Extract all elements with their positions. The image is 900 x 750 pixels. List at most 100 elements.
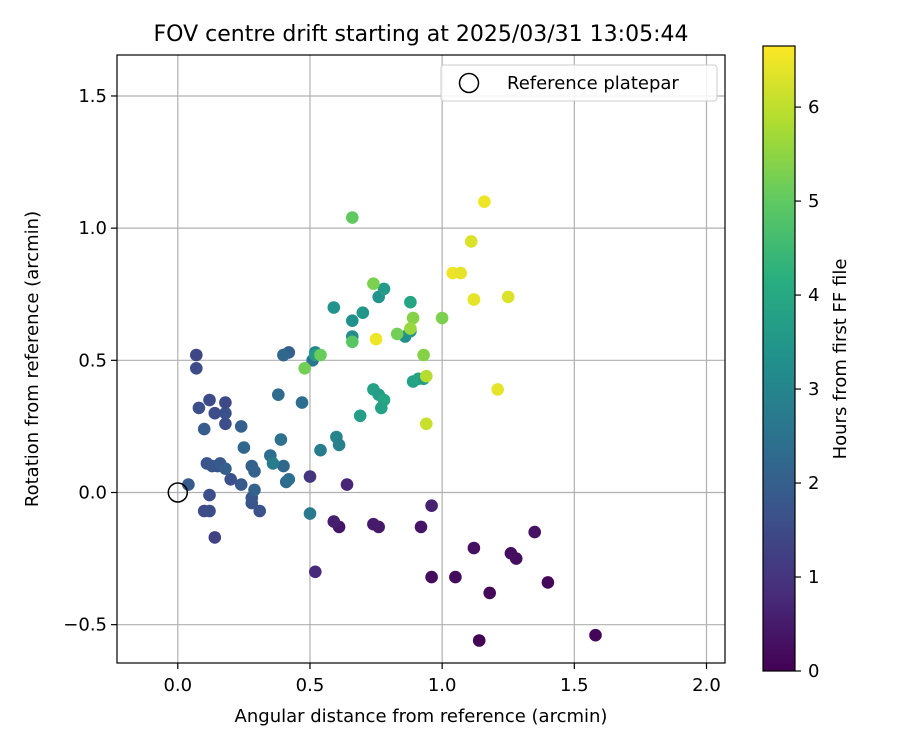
data-point [589, 628, 602, 642]
data-point [203, 488, 216, 502]
x-tick-label: 0.5 [296, 675, 325, 696]
data-point [390, 327, 404, 341]
y-tick-label: 0.5 [78, 350, 107, 371]
y-tick-label: 0.0 [78, 482, 107, 503]
y-tick-label: −0.5 [63, 615, 107, 636]
y-axis-ticks: −0.5 0.0 0.5 1.0 1.5 [63, 86, 117, 636]
data-point [237, 441, 251, 454]
x-tick-label: 2.0 [692, 675, 721, 696]
data-point [253, 504, 266, 518]
data-point [404, 322, 417, 335]
data-point [190, 362, 203, 375]
data-point [346, 335, 359, 349]
data-point [224, 473, 237, 486]
data-point [478, 195, 491, 208]
y-tick-label: 1.0 [78, 218, 107, 239]
data-point [248, 483, 261, 497]
chart-title: FOV centre drift starting at 2025/03/31 … [154, 22, 689, 47]
data-point [501, 290, 515, 304]
data-point [414, 520, 428, 534]
data-point [234, 478, 248, 491]
data-point [298, 362, 312, 375]
data-point [266, 457, 280, 470]
data-point [353, 409, 367, 423]
colorbar: 0 1 2 3 4 5 6 Hours from first FF file [762, 45, 851, 682]
data-point [528, 525, 541, 539]
data-point [406, 311, 420, 325]
x-tick-label: 0.0 [163, 675, 192, 696]
data-point [332, 438, 346, 452]
data-point [467, 293, 481, 306]
x-axis-ticks: 0.0 0.5 1.0 1.5 2.0 [163, 663, 721, 696]
data-point [219, 396, 232, 409]
data-point [464, 235, 478, 248]
colorbar-gradient [762, 45, 796, 672]
data-point [248, 465, 261, 478]
data-point [420, 369, 433, 383]
data-point [277, 459, 290, 473]
data-point [274, 433, 288, 446]
data-point [314, 443, 327, 457]
legend-label: Reference platepar [507, 73, 679, 94]
colorbar-tick-label: 6 [808, 97, 819, 118]
data-point [369, 332, 383, 346]
data-point [420, 417, 433, 431]
data-point [327, 515, 341, 528]
data-point [219, 417, 232, 431]
data-point [375, 401, 388, 415]
data-point [472, 634, 486, 647]
data-point [303, 470, 317, 483]
data-point [454, 266, 468, 280]
data-point [303, 507, 317, 520]
colorbar-label: Hours from first FF file [830, 259, 851, 460]
data-point [340, 478, 354, 491]
legend-marker-icon [458, 72, 480, 94]
data-point [491, 383, 505, 396]
y-axis-label: Rotation from reference (arcmin) [22, 211, 43, 507]
y-tick-label: 1.5 [78, 86, 107, 107]
colorbar-tick-label: 1 [808, 567, 819, 588]
data-point [504, 547, 518, 560]
data-point [314, 348, 327, 362]
data-point [208, 406, 222, 420]
x-tick-label: 1.0 [428, 675, 457, 696]
data-point [190, 348, 203, 362]
data-point [425, 570, 438, 584]
data-point [272, 388, 285, 402]
x-tick-label: 1.5 [560, 675, 589, 696]
reference-platepar-marker [167, 482, 189, 503]
data-point [404, 295, 417, 309]
data-point [425, 499, 438, 512]
data-point [346, 211, 359, 224]
legend: Reference platepar [440, 64, 718, 102]
colorbar-tick-label: 0 [808, 661, 819, 682]
colorbar-tick-label: 4 [808, 285, 819, 306]
data-point [367, 517, 380, 531]
data-point [327, 301, 341, 314]
data-point [541, 576, 555, 589]
data-point [203, 393, 216, 407]
plot-frame [116, 54, 726, 664]
data-point [346, 314, 359, 328]
data-point [208, 531, 222, 544]
data-point [219, 406, 232, 420]
colorbar-tick-label: 3 [808, 379, 819, 400]
data-point [377, 282, 391, 296]
data-point [483, 586, 497, 600]
data-point [203, 504, 216, 518]
data-point [234, 420, 248, 433]
data-point [219, 462, 232, 476]
legend-box [440, 64, 718, 102]
data-point [277, 348, 290, 362]
data-point [367, 277, 380, 291]
data-point [449, 570, 462, 584]
data-point [356, 306, 370, 320]
data-point [417, 348, 430, 362]
colorbar-tick-label: 5 [808, 191, 819, 212]
colorbar-tick-label: 2 [808, 473, 819, 494]
data-point [309, 565, 322, 579]
data-point [435, 311, 449, 325]
data-point [295, 396, 309, 409]
data-point [467, 541, 481, 555]
